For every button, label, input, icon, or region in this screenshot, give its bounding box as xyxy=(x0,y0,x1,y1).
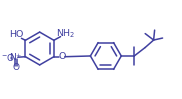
Text: N$^{+}$: N$^{+}$ xyxy=(9,51,23,63)
Text: O: O xyxy=(58,52,66,61)
Text: O: O xyxy=(13,63,20,72)
Text: HO: HO xyxy=(9,30,24,39)
Text: NH$_2$: NH$_2$ xyxy=(56,28,75,40)
Text: $^{-}$O: $^{-}$O xyxy=(1,52,15,63)
